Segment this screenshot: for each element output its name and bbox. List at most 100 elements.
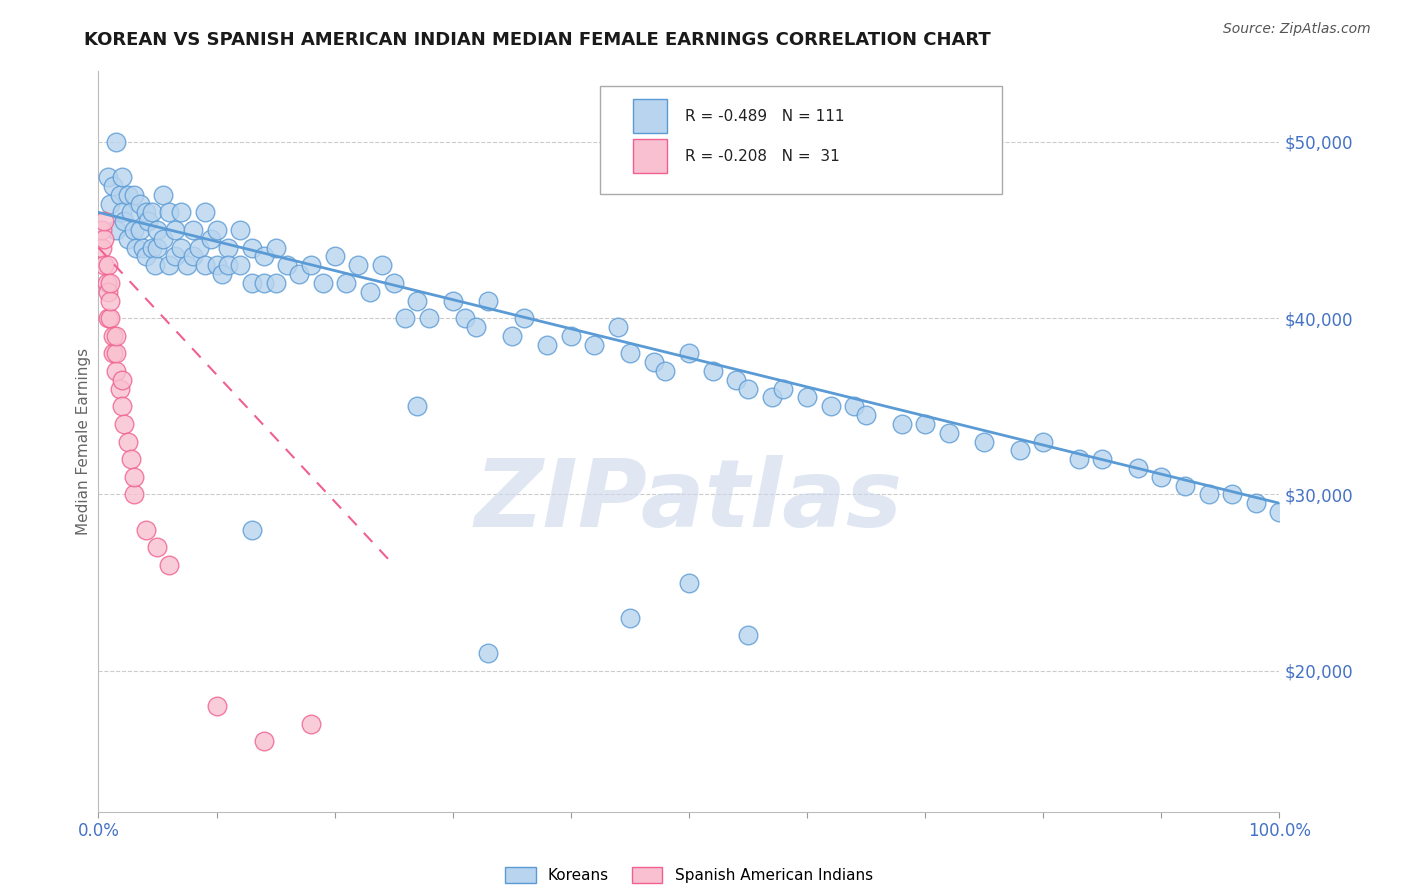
Point (125, 241, 148, 255)
Point (418, 311, 440, 326)
Point (194, 205, 217, 219)
Point (111, 399, 134, 413)
Point (772, 382, 794, 396)
Point (737, 382, 759, 396)
Point (132, 241, 155, 255)
Point (702, 364, 724, 378)
Point (1220, 487, 1243, 501)
Point (98, 293, 121, 308)
Point (105, 364, 128, 378)
Point (105, 346, 128, 360)
Text: ZIPatlas: ZIPatlas (475, 455, 903, 547)
Point (1126, 461, 1149, 475)
Point (135, 250, 157, 264)
Point (112, 214, 135, 228)
Point (335, 276, 357, 290)
Point (1032, 434, 1054, 449)
Point (394, 311, 416, 326)
Point (93, 258, 115, 272)
Point (200, 232, 222, 246)
Point (117, 232, 139, 246)
Point (276, 258, 298, 272)
Point (607, 320, 630, 334)
Point (105, 223, 128, 237)
Y-axis label: Median Female Earnings: Median Female Earnings (76, 348, 91, 535)
Point (240, 241, 263, 255)
Point (108, 382, 131, 396)
Point (229, 223, 252, 237)
Point (98, 311, 121, 326)
Point (141, 241, 163, 255)
Point (371, 258, 394, 272)
Point (146, 223, 169, 237)
Point (165, 250, 187, 264)
Point (347, 258, 370, 272)
Point (128, 196, 150, 211)
Point (217, 258, 239, 272)
Point (253, 276, 276, 290)
Point (157, 258, 180, 272)
Point (170, 241, 193, 255)
Point (299, 716, 322, 731)
Point (111, 170, 134, 185)
Point (1150, 470, 1173, 484)
Point (181, 250, 204, 264)
Point (914, 417, 936, 431)
Point (96, 276, 118, 290)
Point (643, 355, 665, 369)
Point (217, 241, 239, 255)
Point (855, 408, 877, 422)
Point (441, 293, 464, 308)
Point (98, 276, 121, 290)
Point (938, 425, 960, 440)
Point (678, 346, 700, 360)
Point (1244, 496, 1267, 510)
Point (121, 452, 143, 467)
Point (152, 187, 174, 202)
Point (477, 646, 499, 660)
Point (619, 611, 641, 625)
Point (560, 328, 582, 343)
Text: R = -0.208   N =  31: R = -0.208 N = 31 (685, 149, 841, 163)
Text: Source: ZipAtlas.com: Source: ZipAtlas.com (1223, 22, 1371, 37)
Point (105, 328, 128, 343)
Point (761, 391, 783, 405)
Point (973, 434, 995, 449)
Point (146, 541, 169, 555)
Point (176, 258, 198, 272)
Point (253, 734, 276, 748)
Point (619, 346, 641, 360)
Point (678, 575, 700, 590)
Point (1198, 487, 1220, 501)
Point (654, 364, 676, 378)
Bar (634, 100, 666, 133)
Point (97, 170, 120, 185)
Point (111, 373, 134, 387)
Point (170, 205, 193, 219)
Point (128, 223, 150, 237)
Point (152, 232, 174, 246)
Point (157, 205, 180, 219)
Point (229, 258, 252, 272)
Point (253, 250, 276, 264)
Point (91, 241, 114, 255)
Point (240, 523, 263, 537)
Point (1268, 505, 1291, 519)
Point (725, 373, 748, 387)
Point (117, 434, 139, 449)
Point (264, 276, 287, 290)
Point (97, 311, 120, 326)
Point (205, 223, 228, 237)
Point (465, 320, 488, 334)
Point (93, 232, 115, 246)
Point (323, 250, 346, 264)
Point (583, 337, 606, 351)
Point (112, 417, 135, 431)
Point (122, 487, 145, 501)
Point (382, 276, 405, 290)
Point (299, 258, 322, 272)
Point (122, 223, 145, 237)
Point (97, 258, 120, 272)
Point (1008, 443, 1031, 458)
Text: KOREAN VS SPANISH AMERICAN INDIAN MEDIAN FEMALE EARNINGS CORRELATION CHART: KOREAN VS SPANISH AMERICAN INDIAN MEDIAN… (84, 31, 991, 49)
